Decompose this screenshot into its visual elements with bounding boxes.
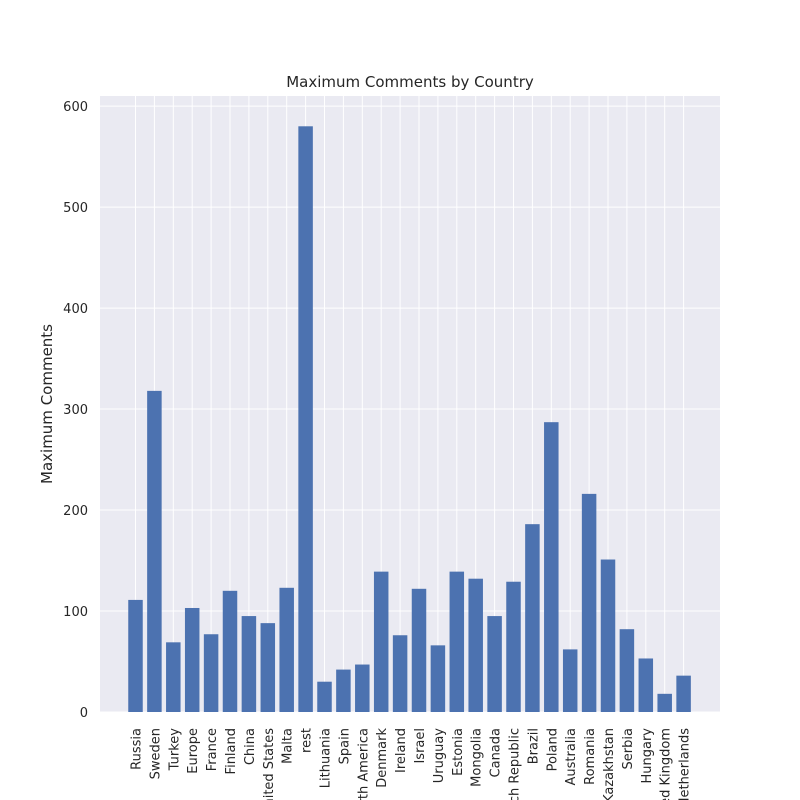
bar-sweden <box>147 390 162 712</box>
y-tick-label: 400 <box>63 302 88 317</box>
bar-lithuania <box>317 681 332 712</box>
bar-czech-republic <box>506 581 521 712</box>
bar-ireland <box>392 635 408 712</box>
bar-spain <box>336 669 351 712</box>
x-tick-label: Brazil <box>526 728 541 764</box>
bar-russia <box>128 599 143 712</box>
x-tick-label: Serbia <box>621 728 636 769</box>
y-axis-ticks: 0 100 200 300 400 500 600 <box>63 100 88 721</box>
x-tick-label: Estonia <box>451 728 466 776</box>
y-tick-label: 300 <box>63 403 88 418</box>
bar-romania <box>581 493 597 712</box>
x-tick-label: Malta <box>281 728 296 764</box>
x-tick-label: Spain <box>337 728 352 764</box>
x-tick-label: Europe <box>186 728 201 774</box>
bar-hungary <box>638 658 654 712</box>
bar-europe <box>184 607 200 712</box>
y-tick-label: 100 <box>63 605 88 620</box>
bar-denmark <box>373 571 389 712</box>
x-tick-label: France <box>205 728 220 771</box>
bars <box>128 126 691 712</box>
bar-canada <box>487 616 502 712</box>
y-tick-label: 0 <box>80 706 88 721</box>
chart-title: Maximum Comments by Country <box>286 73 534 91</box>
x-tick-label: Mongolia <box>470 728 485 787</box>
bar-china <box>241 616 257 712</box>
bar-finland <box>222 590 238 712</box>
y-axis-label: Maximum Comments <box>38 324 56 484</box>
bar-malta <box>279 587 294 712</box>
x-tick-label: Kazakhstan <box>602 728 617 800</box>
x-tick-label: Israel <box>413 728 428 764</box>
x-tick-label: North America <box>356 728 371 800</box>
x-tick-label: Czech Republic <box>508 728 523 800</box>
x-tick-label: China <box>243 728 258 765</box>
x-tick-label: Sweden <box>148 728 163 779</box>
x-tick-label: Australia <box>564 728 579 786</box>
bar-france <box>203 634 219 712</box>
x-axis-ticks: Russia Sweden Turkey Europe France Finland Chi… <box>130 728 693 800</box>
bar-rest <box>298 126 313 712</box>
y-tick-label: 200 <box>63 504 88 519</box>
x-tick-label: United States <box>262 728 277 800</box>
bar-brazil <box>525 524 540 712</box>
bar-united-kingdom <box>657 693 672 712</box>
x-tick-label: Turkey <box>167 728 182 772</box>
x-tick-label: Netherlands <box>678 728 693 800</box>
bar-united-states <box>260 623 276 712</box>
x-tick-label: Lithuania <box>319 728 334 788</box>
x-tick-label: Poland <box>545 728 560 771</box>
bar-turkey <box>166 642 181 712</box>
x-tick-label: Ireland <box>394 728 409 773</box>
x-tick-label: Finland <box>224 728 239 774</box>
x-tick-label: United Kingdom <box>659 728 674 800</box>
x-tick-label: Uruguay <box>432 728 447 784</box>
x-tick-label: Russia <box>130 728 145 770</box>
plot-background <box>100 96 720 712</box>
bar-netherlands <box>676 675 691 712</box>
x-tick-label: Canada <box>489 728 504 777</box>
bar-poland <box>544 422 559 712</box>
bar-australia <box>562 649 578 712</box>
bar-serbia <box>619 629 635 712</box>
bar-israel <box>411 588 427 712</box>
x-tick-label: Hungary <box>640 728 655 784</box>
y-tick-label: 500 <box>63 201 88 216</box>
x-tick-label: rest <box>300 728 315 753</box>
x-tick-label: Romania <box>583 728 598 785</box>
bar-mongolia <box>468 578 483 712</box>
x-tick-label: Denmark <box>375 728 390 788</box>
bar-kazakhstan <box>600 559 616 712</box>
bar-estonia <box>449 571 465 712</box>
bar-north-america <box>355 664 370 712</box>
bar-uruguay <box>430 645 446 712</box>
y-tick-label: 600 <box>63 100 88 115</box>
